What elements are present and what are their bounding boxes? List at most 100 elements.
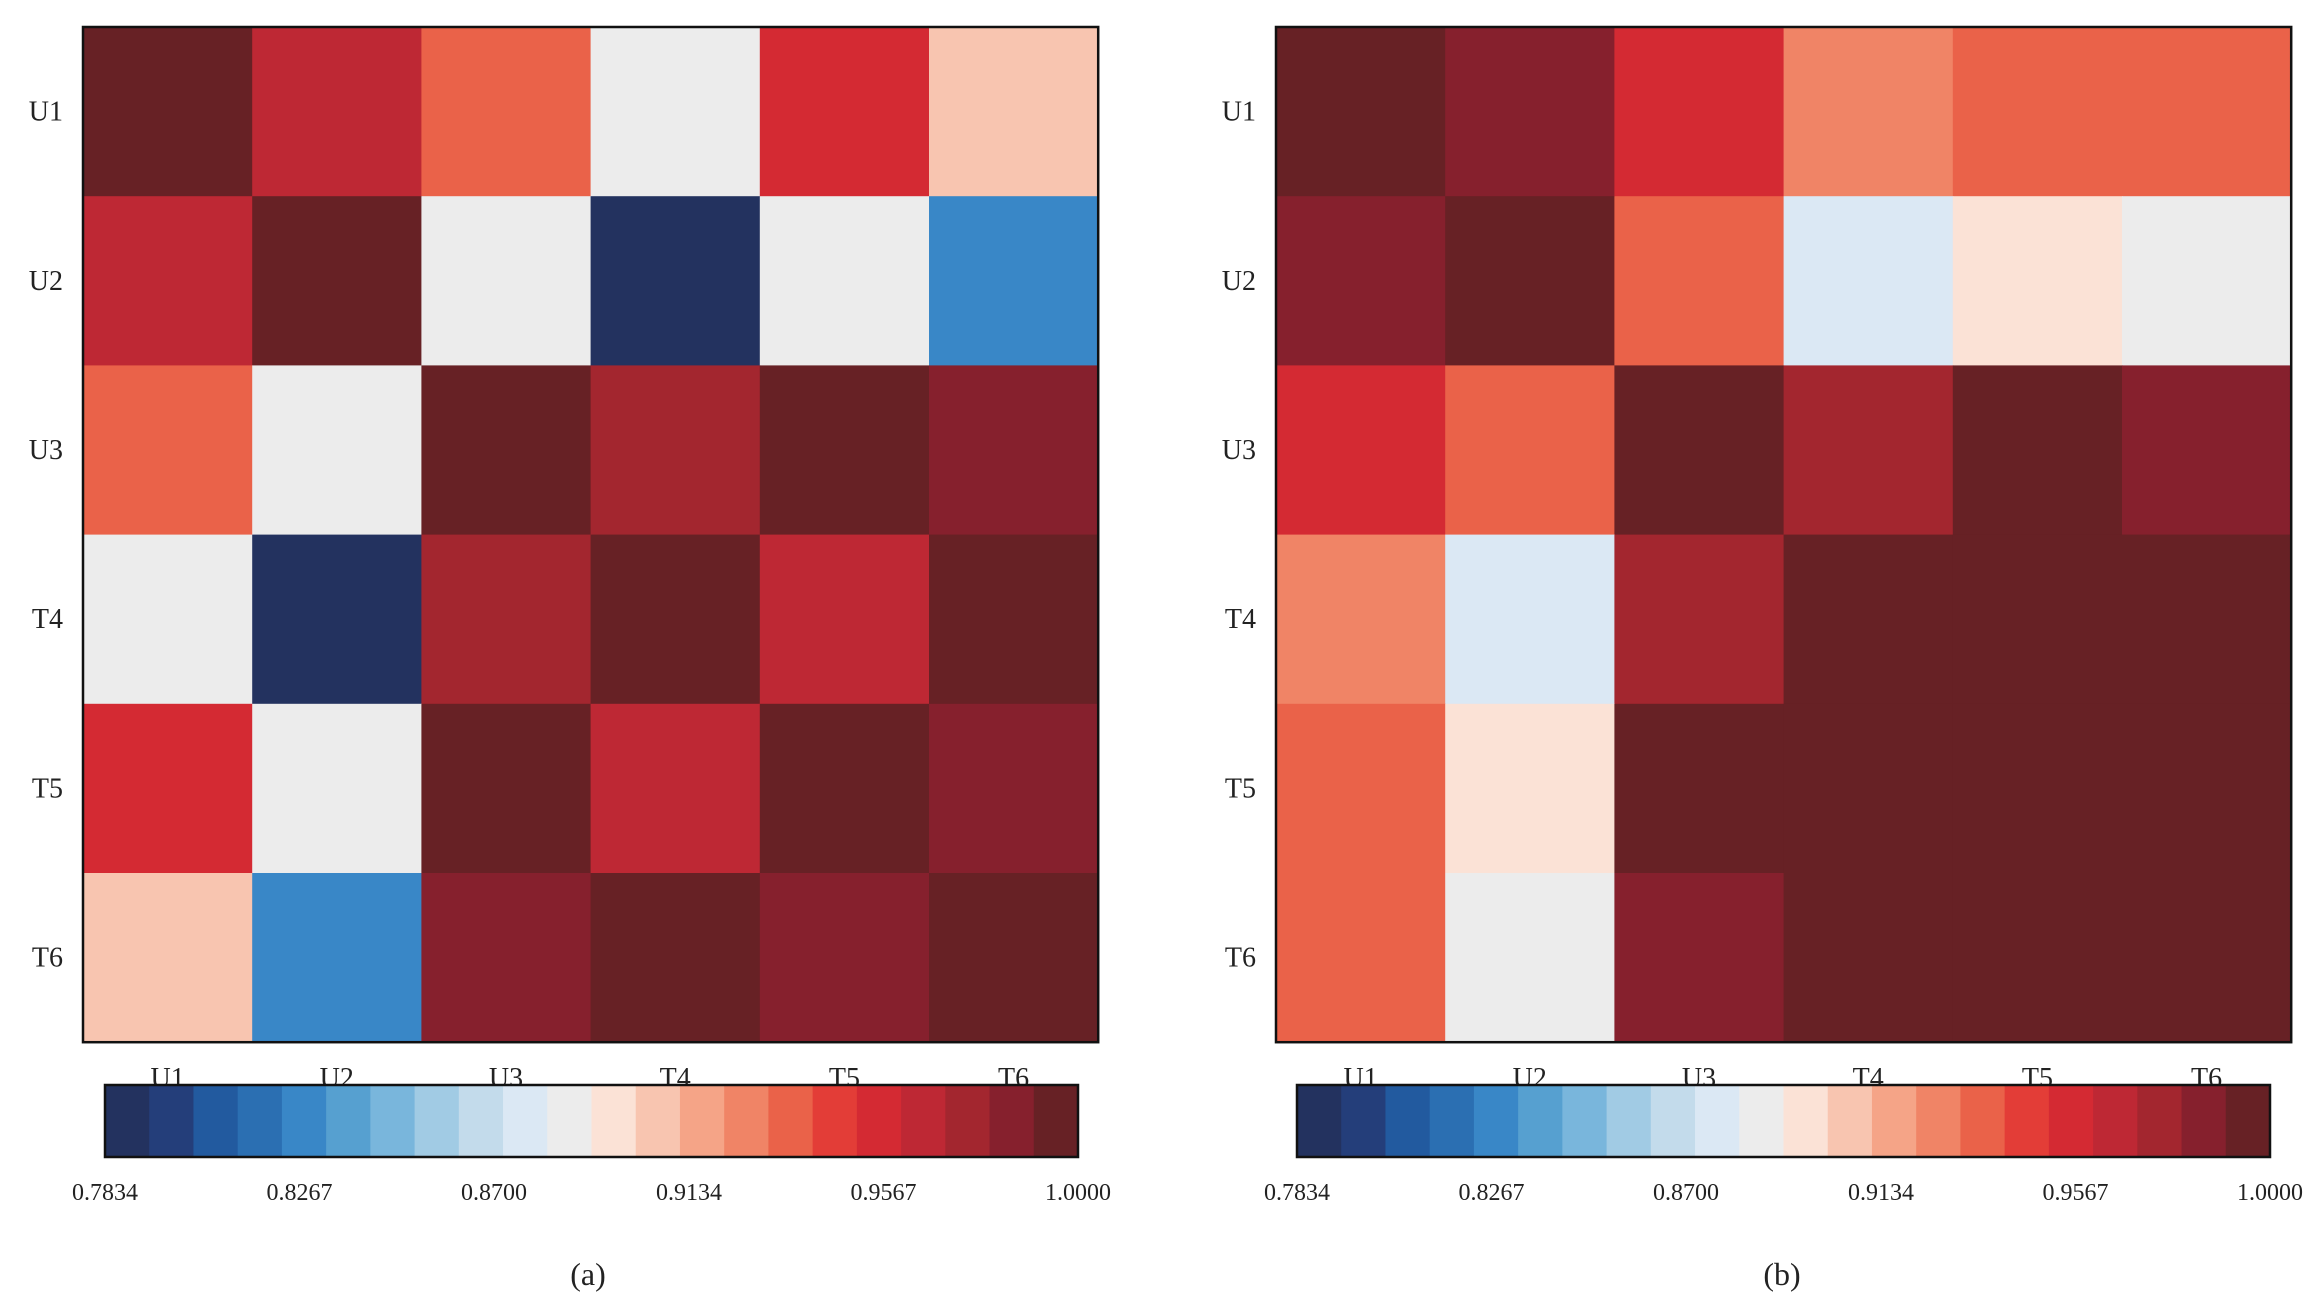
heatmap-cell bbox=[1276, 365, 1446, 536]
heatmap-cell bbox=[1445, 365, 1615, 536]
heatmap-cell bbox=[1445, 873, 1615, 1043]
heatmap-cell bbox=[83, 703, 253, 874]
colorbar-tick-label: 0.8700 bbox=[461, 1180, 527, 1206]
heatmap-cell bbox=[1783, 27, 1954, 197]
heatmap-frame bbox=[81, 25, 1100, 1044]
colorbar-tick-label: 0.9567 bbox=[2043, 1180, 2109, 1206]
colorbar-segment bbox=[547, 1085, 593, 1157]
colorbar-tick-label: 0.7834 bbox=[1264, 1180, 1330, 1206]
heatmap-cell bbox=[1445, 703, 1615, 874]
colorbar-tick-label: 0.9567 bbox=[851, 1180, 917, 1206]
heatmap-cell bbox=[929, 873, 1099, 1043]
heatmap-cell bbox=[1952, 196, 2123, 366]
heatmap-cell bbox=[83, 873, 253, 1043]
colorbar-frame bbox=[103, 1083, 1080, 1159]
heatmap-cell bbox=[1614, 534, 1785, 705]
heatmap-cell bbox=[421, 873, 592, 1043]
heatmap-cell bbox=[1952, 365, 2123, 536]
heatmap-cell bbox=[759, 873, 930, 1043]
heatmap-cell bbox=[252, 27, 422, 197]
heatmap-cell bbox=[590, 534, 761, 705]
colorbar-segment bbox=[414, 1085, 460, 1157]
heatmap-cell bbox=[1783, 873, 1954, 1043]
colorbar-segment bbox=[326, 1085, 371, 1157]
colorbar-segment bbox=[989, 1085, 1035, 1157]
colorbar-segment bbox=[2225, 1085, 2271, 1157]
heatmap-cell bbox=[929, 365, 1099, 536]
colorbar-segment bbox=[2048, 1085, 2094, 1157]
row-tick-label: T5 bbox=[32, 773, 63, 804]
heatmap-cell bbox=[1783, 196, 1954, 366]
row-tick-label: U2 bbox=[29, 266, 63, 297]
heatmap-cell bbox=[590, 27, 761, 197]
heatmap-cell bbox=[1445, 196, 1615, 366]
heatmap-cell bbox=[252, 703, 422, 874]
colorbar-segment bbox=[1385, 1085, 1431, 1157]
heatmap-cell bbox=[252, 873, 422, 1043]
colorbar-segment bbox=[1871, 1085, 1917, 1157]
colorbar-segment bbox=[1960, 1085, 2006, 1157]
colorbar-segment bbox=[1518, 1085, 1563, 1157]
colorbar-segment bbox=[281, 1085, 327, 1157]
heatmap-cell bbox=[2122, 534, 2292, 705]
heatmap-cell bbox=[929, 703, 1099, 874]
colorbar-segment bbox=[1739, 1085, 1785, 1157]
heatmap-cell bbox=[1952, 873, 2123, 1043]
heatmap-cell bbox=[1614, 365, 1785, 536]
heatmap-cell bbox=[1276, 27, 1446, 197]
colorbar-segment bbox=[1783, 1085, 1829, 1157]
row-tick-label: T6 bbox=[32, 943, 63, 974]
colorbar-segment bbox=[458, 1085, 504, 1157]
heatmap-cell bbox=[2122, 873, 2292, 1043]
row-tick-label: U1 bbox=[29, 97, 63, 128]
colorbar-segment bbox=[1562, 1085, 1608, 1157]
heatmap-cell bbox=[1276, 873, 1446, 1043]
heatmap-cell bbox=[1614, 196, 1785, 366]
heatmap-cell bbox=[1783, 703, 1954, 874]
colorbar-segment bbox=[901, 1085, 946, 1157]
heatmap-cell bbox=[759, 365, 930, 536]
colorbar-segment bbox=[193, 1085, 239, 1157]
colorbar-tick-label: 0.8700 bbox=[1653, 1180, 1719, 1206]
heatmap-cell bbox=[1783, 365, 1954, 536]
heatmap-cell bbox=[1952, 534, 2123, 705]
heatmap-cell bbox=[1614, 703, 1785, 874]
colorbar-segment bbox=[1916, 1085, 1962, 1157]
heatmap-cell bbox=[590, 873, 761, 1043]
colorbar-segment bbox=[2093, 1085, 2138, 1157]
colorbar-segment bbox=[591, 1085, 637, 1157]
heatmap-cell bbox=[759, 534, 930, 705]
heatmap-cell bbox=[2122, 703, 2292, 874]
colorbar-segment bbox=[1827, 1085, 1873, 1157]
heatmap-cell bbox=[83, 27, 253, 197]
colorbar-tick-label: 0.8267 bbox=[1459, 1180, 1525, 1206]
row-tick-label: U3 bbox=[1222, 435, 1256, 466]
row-tick-label: T5 bbox=[1225, 773, 1256, 804]
heatmap-cell bbox=[759, 27, 930, 197]
colorbar-segment bbox=[812, 1085, 858, 1157]
heatmap-cell bbox=[1276, 196, 1446, 366]
heatmap-cell bbox=[1952, 27, 2123, 197]
colorbar-tick-label: 1.0000 bbox=[1045, 1180, 1111, 1206]
heatmap-cell bbox=[421, 534, 592, 705]
heatmap-cell bbox=[1445, 534, 1615, 705]
panel-caption: (a) bbox=[570, 1256, 606, 1292]
heatmap-cell bbox=[83, 196, 253, 366]
panel-caption: (b) bbox=[1763, 1256, 1800, 1292]
row-tick-label: U3 bbox=[29, 435, 63, 466]
colorbar-tick-label: 0.9134 bbox=[1848, 1180, 1914, 1206]
heatmap-cell bbox=[1614, 873, 1785, 1043]
heatmap-cell bbox=[1783, 534, 1954, 705]
colorbar-segment bbox=[149, 1085, 195, 1157]
heatmap-cell bbox=[83, 534, 253, 705]
colorbar-segment bbox=[856, 1085, 902, 1157]
heatmap-cell bbox=[590, 365, 761, 536]
heatmap-cell bbox=[252, 534, 422, 705]
colorbar-frame bbox=[1295, 1083, 2272, 1159]
colorbar-segment bbox=[1341, 1085, 1387, 1157]
colorbar-segment bbox=[237, 1085, 283, 1157]
heatmap-cell bbox=[252, 196, 422, 366]
heatmap-cell bbox=[252, 365, 422, 536]
